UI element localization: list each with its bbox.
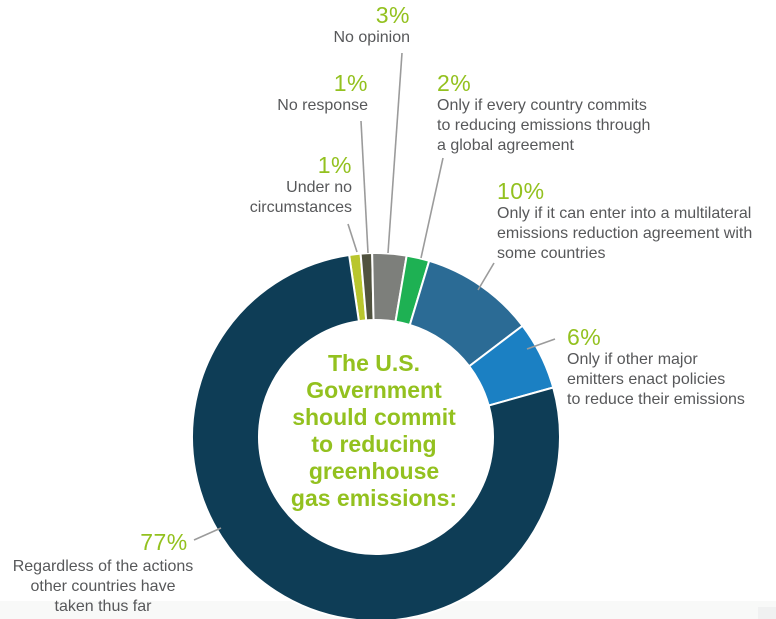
desc-under-no-circumstances: Under no circumstances	[249, 179, 352, 216]
donut-center-title: The U.S. Government should commit to red…	[290, 350, 458, 511]
pct-label-under-no-circumstances: 1%	[317, 152, 352, 178]
callout-major-emitters: 6% Only if other major emitters enact po…	[567, 324, 772, 410]
desc-no-response: No response	[277, 97, 368, 114]
callout-no-response: 1% No response	[228, 70, 368, 116]
bottom-right-corner-patch	[758, 607, 776, 619]
callout-global-agreement: 2% Only if every country commits to redu…	[437, 70, 687, 156]
callout-regardless-desc: Regardless of the actions other countrie…	[0, 557, 206, 617]
pct-label-regardless: 77%	[140, 529, 188, 555]
desc-multilateral-agreement: Only if it can enter into a multilateral…	[497, 205, 753, 262]
pct-label-global-agreement: 2%	[437, 70, 472, 96]
pct-label-multilateral-agreement: 10%	[497, 178, 545, 204]
pct-label-no-response: 1%	[333, 70, 368, 96]
desc-major-emitters: Only if other major emitters enact polic…	[567, 351, 745, 408]
callout-regardless-pct: 77%	[132, 529, 196, 555]
pct-label-no-opinion: 3%	[375, 2, 410, 28]
callout-under-no-circumstances: 1% Under no circumstances	[212, 152, 352, 218]
callout-multilateral-agreement: 10% Only if it can enter into a multilat…	[497, 178, 772, 264]
desc-regardless: Regardless of the actions other countrie…	[12, 558, 194, 615]
desc-global-agreement: Only if every country commits to reducin…	[437, 97, 651, 154]
callout-no-opinion: 3% No opinion	[288, 2, 411, 48]
pct-label-major-emitters: 6%	[567, 324, 602, 350]
desc-no-opinion: No opinion	[333, 29, 411, 46]
